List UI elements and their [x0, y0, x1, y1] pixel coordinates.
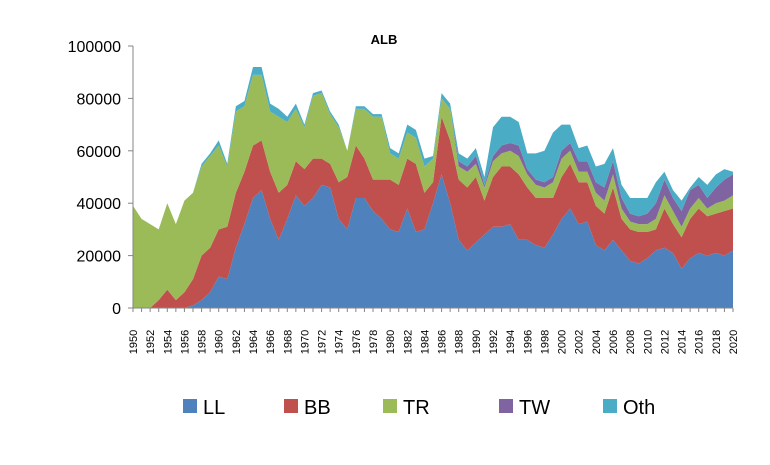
x-tick-label: 1986: [437, 330, 449, 354]
x-tick-label: 1984: [419, 330, 431, 354]
x-tick-label: 1954: [162, 330, 174, 354]
y-tick-label: 0: [112, 301, 121, 318]
x-tick-label: 2014: [677, 330, 689, 354]
legend-label-tw: TW: [519, 397, 550, 419]
x-tick-label: 1996: [522, 330, 534, 354]
legend-label-ll: LL: [203, 397, 225, 419]
y-tick-label: 100000: [68, 39, 121, 56]
x-tick-label: 1968: [282, 330, 294, 354]
x-tick-label: 1988: [454, 330, 466, 354]
legend-label-oth: Oth: [623, 397, 655, 419]
x-tick-label: 1958: [197, 330, 209, 354]
x-tick-label: 1950: [128, 330, 140, 354]
x-tick-label: 2012: [659, 330, 671, 354]
x-tick-label: 2000: [557, 330, 569, 354]
x-tick-label: 1960: [214, 330, 226, 354]
legend: LL BB TR TW Oth: [183, 397, 655, 419]
y-tick-label: 20000: [77, 249, 122, 266]
area-oth: [133, 66, 733, 230]
chart-title: ALB: [371, 32, 398, 47]
x-tick-label: 1998: [539, 330, 551, 354]
x-tick-label: 1964: [248, 330, 260, 354]
x-tick-label: 1990: [471, 330, 483, 354]
y-axis-ticks: 0 20000 40000 60000 80000 100000: [68, 39, 133, 318]
x-tick-label: 2018: [711, 330, 723, 354]
x-tick-label: 1974: [334, 330, 346, 354]
x-tick-label: 1978: [368, 330, 380, 354]
x-tick-label: 2002: [574, 330, 586, 354]
y-tick-label: 40000: [77, 196, 122, 213]
x-tick-label: 2020: [728, 330, 740, 354]
x-tick-label: 1952: [145, 330, 157, 354]
x-tick-label: 1956: [179, 330, 191, 354]
x-tick-label: 1972: [317, 330, 329, 354]
x-tick-label: 1970: [299, 330, 311, 354]
legend-swatch-ll: [183, 399, 197, 413]
x-axis-ticks: 1950 1952 1954 1956 1958 1960 1962 1964 1966 1968…: [128, 308, 740, 354]
legend-swatch-tw: [499, 399, 513, 413]
x-tick-label: 2006: [608, 330, 620, 354]
x-tick-label: 1976: [351, 330, 363, 354]
x-tick-label: 2004: [591, 330, 603, 354]
area-tr: [133, 74, 733, 308]
area-ll: [133, 174, 733, 308]
legend-swatch-oth: [603, 399, 617, 413]
area-layers: [133, 66, 733, 309]
x-tick-label: 2016: [694, 330, 706, 354]
x-tick-label: 1962: [231, 330, 243, 354]
x-tick-label: 2008: [625, 330, 637, 354]
x-tick-label: 1982: [402, 330, 414, 354]
x-tick-label: 1992: [488, 330, 500, 354]
legend-swatch-bb: [284, 399, 298, 413]
legend-label-tr: TR: [403, 397, 430, 419]
x-tick-label: 1980: [385, 330, 397, 354]
legend-label-bb: BB: [304, 397, 331, 419]
x-tick-label: 1966: [265, 330, 277, 354]
area-bb: [133, 116, 733, 309]
legend-swatch-tr: [383, 399, 397, 413]
x-tick-label: 1994: [505, 330, 517, 354]
y-tick-label: 60000: [77, 144, 122, 161]
y-tick-label: 80000: [77, 91, 122, 108]
x-tick-label: 2010: [642, 330, 654, 354]
